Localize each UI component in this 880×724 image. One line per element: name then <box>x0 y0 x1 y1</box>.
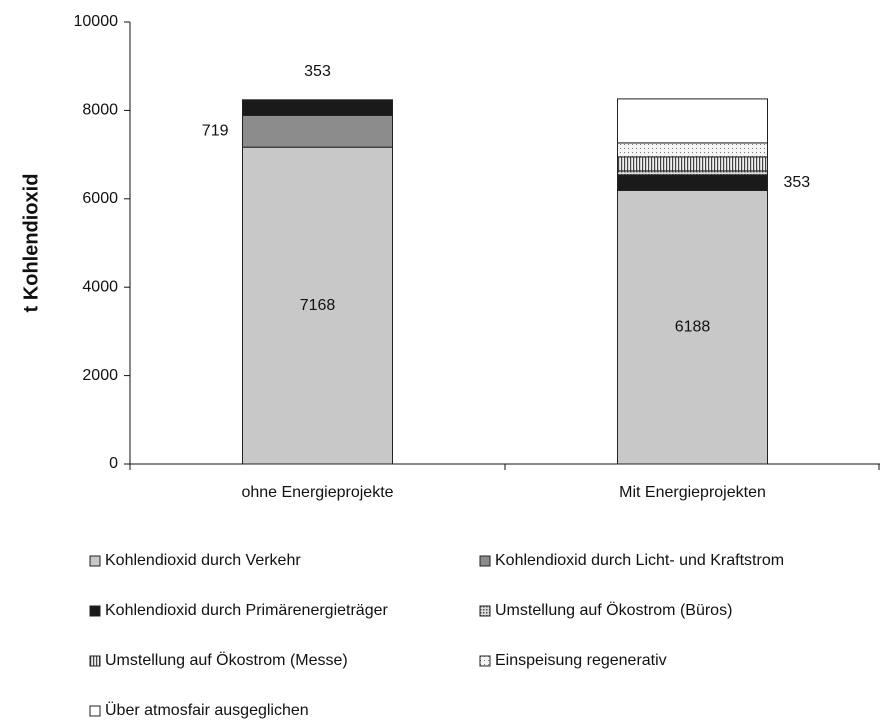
y-tick-label: 8000 <box>82 102 118 119</box>
legend-label: Kohlendioxid durch Licht- und Kraftstrom <box>495 552 784 569</box>
data-label: 719 <box>202 123 229 140</box>
x-tick-label: Mit Energieprojekten <box>619 484 766 501</box>
legend-swatch <box>89 655 101 667</box>
y-axis-label: t Kohlendioxid <box>20 174 42 313</box>
data-label: 353 <box>304 63 331 80</box>
legend-label: Kohlendioxid durch Primärenergieträger <box>105 602 388 619</box>
bar-segment <box>617 170 768 176</box>
legend-swatch <box>89 705 101 717</box>
legend-label: Einspeisung regenerativ <box>495 652 667 669</box>
bar-segment <box>617 142 768 158</box>
legend-label: Über atmosfair ausgeglichen <box>105 701 309 719</box>
bar-segment <box>242 99 393 116</box>
x-tick-label: ohne Energieprojekte <box>241 484 393 501</box>
bar-segment <box>617 156 768 172</box>
bar-segment <box>617 189 768 465</box>
legend-label: Umstellung auf Ökostrom (Messe) <box>105 651 348 669</box>
y-tick-label: 2000 <box>82 367 118 384</box>
y-tick-label: 6000 <box>82 190 118 207</box>
data-label: 7168 <box>300 297 336 314</box>
legend-swatch <box>89 605 101 617</box>
bar-segment <box>242 114 393 148</box>
bar-segment <box>617 98 768 144</box>
legend-swatch <box>479 605 491 617</box>
y-tick-label: 0 <box>109 455 118 472</box>
legend-swatch <box>479 655 491 667</box>
legend-label: Umstellung auf Ökostrom (Büros) <box>495 601 732 619</box>
legend-swatch <box>89 555 101 567</box>
bar-segment <box>617 174 768 191</box>
legend-swatch <box>479 555 491 567</box>
y-tick-label: 4000 <box>82 278 118 295</box>
y-tick-label: 10000 <box>74 13 119 30</box>
data-label: 6188 <box>675 318 711 335</box>
legend-label: Kohlendioxid durch Verkehr <box>105 552 301 569</box>
bar-segment <box>242 146 393 465</box>
data-label: 353 <box>784 174 811 191</box>
